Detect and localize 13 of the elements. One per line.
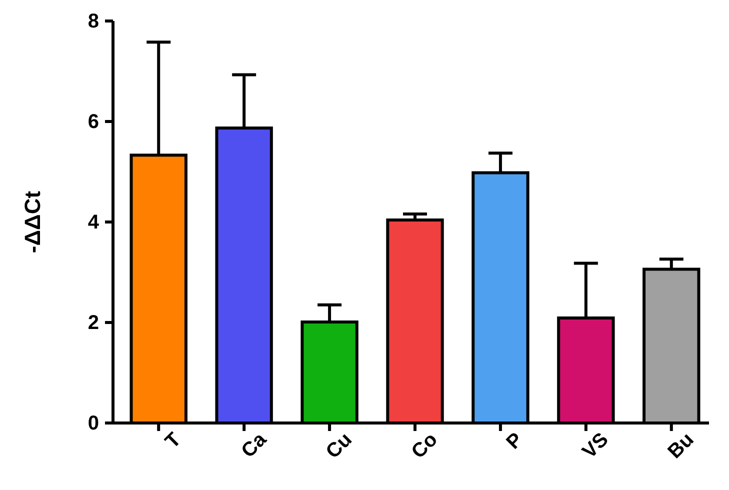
x-tick-label: T	[161, 428, 186, 453]
x-tick-label: VS	[578, 428, 613, 464]
y-axis-title: -ΔΔCt	[20, 190, 45, 254]
y-tick-label: 6	[88, 110, 99, 133]
x-tick-label: P	[502, 428, 528, 454]
x-tick-label: Co	[407, 428, 442, 464]
x-tick-label: Bu	[664, 428, 698, 464]
y-tick-label: 0	[88, 412, 99, 434]
y-tick-label: 4	[88, 211, 100, 234]
x-tick-label: Ca	[237, 428, 272, 462]
x-tick-label: Cu	[322, 428, 356, 464]
y-tick-label: 2	[88, 312, 99, 334]
y-tick-label: 8	[88, 10, 99, 32]
